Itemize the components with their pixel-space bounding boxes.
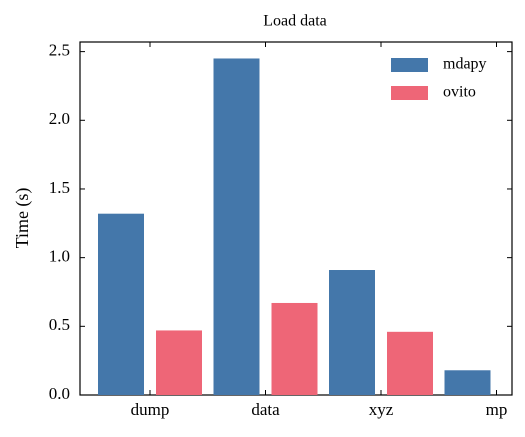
x-tick-label: data [251,400,280,419]
y-tick-label: 2.0 [49,109,70,128]
legend-label: mdapy [443,56,487,73]
legend-label: ovito [443,84,476,101]
bar [98,213,144,395]
bar [387,331,433,395]
x-tick-label: dump [131,400,170,419]
y-tick-label: 1.0 [49,247,70,266]
bar [444,370,491,395]
chart-title: Load data [263,13,327,30]
bar [213,58,260,396]
y-axis-label: Time (s) [12,188,33,249]
legend-swatch [391,86,428,100]
x-tick-label: mp [486,400,508,419]
bar [329,270,375,395]
x-tick-label: xyz [369,400,394,419]
y-tick-label: 0.5 [49,315,70,334]
bar [156,330,202,395]
y-tick-label: 1.5 [49,178,70,197]
y-tick-label: 2.5 [49,41,70,60]
bar [271,302,318,395]
legend-swatch [391,58,428,72]
y-tick-label: 0.0 [49,384,70,403]
